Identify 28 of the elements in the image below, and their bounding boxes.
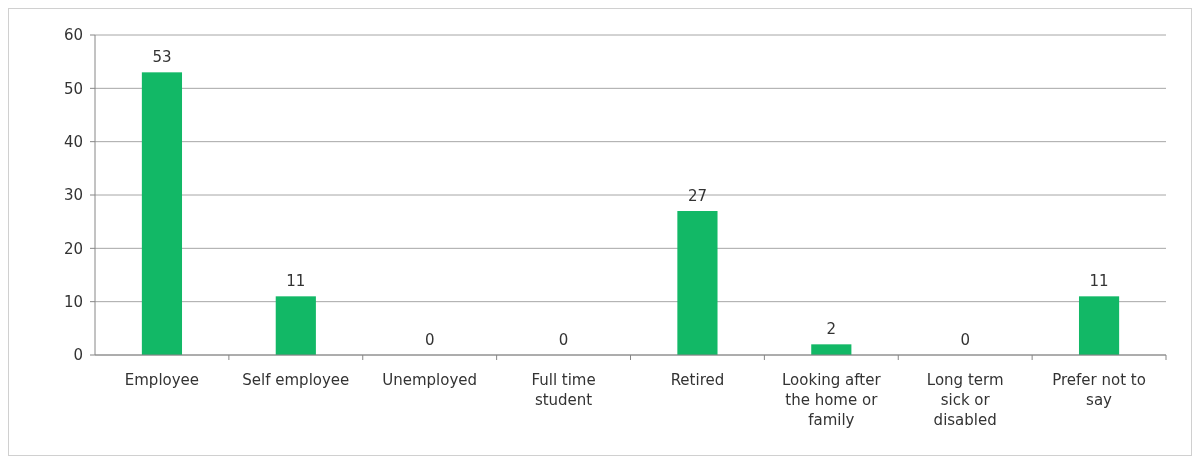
y-tick-label: 30 [63, 186, 83, 205]
data-label: 0 [558, 331, 569, 349]
data-label: 27 [687, 187, 707, 205]
x-tick-label: Employee [124, 371, 200, 389]
y-tick-label: 50 [63, 79, 83, 98]
x-tick-label: Retired [670, 371, 725, 389]
y-tick-label: 0 [73, 346, 83, 365]
x-tick-label: Prefer not to say [1052, 371, 1146, 409]
bar [141, 72, 183, 355]
bar [677, 211, 718, 355]
y-tick-label: 10 [63, 292, 83, 311]
y-tick-label: 40 [63, 132, 83, 151]
x-tick-label: Long term sick or disabled [926, 371, 1004, 429]
y-tick-label: 20 [63, 239, 83, 258]
data-label: 2 [826, 320, 837, 339]
data-label: 53 [152, 48, 172, 67]
y-tick-label: 60 [63, 26, 83, 45]
x-tick-label: Full time student [531, 371, 596, 409]
data-label: 0 [424, 331, 435, 349]
data-label: 11 [1089, 272, 1109, 291]
bar [275, 296, 316, 355]
x-tick-label: Unemployed [382, 371, 478, 389]
x-tick-label: Self employee [242, 371, 350, 389]
x-tick-label: Looking after the home or family [782, 371, 882, 429]
data-label: 0 [960, 331, 970, 349]
bar [811, 344, 852, 355]
bar [1078, 296, 1120, 355]
data-label: 11 [286, 272, 306, 291]
